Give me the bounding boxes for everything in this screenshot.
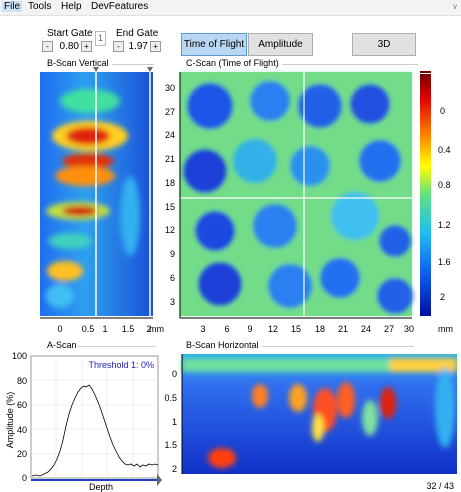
colorbar-unit: mm <box>438 324 453 334</box>
time-of-flight-button[interactable]: Time of Flight <box>181 33 247 56</box>
bscan-vertical-image <box>40 67 153 316</box>
cscan-title: C-Scan (Time of Flight) <box>186 58 279 68</box>
start-gate-value[interactable]: 0.80 <box>59 41 79 52</box>
bscan-vertical-unit: mm <box>149 324 164 334</box>
start-gate-increment-button[interactable]: + <box>81 41 92 52</box>
threshold-label: Threshold 1: 0% <box>88 360 154 370</box>
end-gate-value[interactable]: 1.97 <box>128 41 148 52</box>
end-gate-label: End Gate <box>116 28 159 39</box>
cscan-divider <box>282 64 418 65</box>
bscan-horizontal-y-tick: 1.5 <box>164 440 177 450</box>
gate-index[interactable]: 1 <box>95 31 106 46</box>
end-gate-decrement-button[interactable]: - <box>113 41 124 52</box>
bscan-horizontal-panel[interactable]: 0 0.5 1 1.5 2 32 / 43 <box>160 348 460 492</box>
cscan-y-tick: 9 <box>170 249 175 259</box>
cscan-x-tick: 30 <box>404 324 414 334</box>
ascan-panel[interactable]: Amplitude (%) 100 80 60 40 20 0 Threshol… <box>0 348 165 492</box>
bscan-vertical-x-tick: 1 <box>102 324 107 334</box>
cscan-panel[interactable]: 30 27 24 21 18 15 12 9 6 3 3 6 9 12 15 1… <box>155 66 417 338</box>
ascan-x-label: Depth <box>89 482 113 492</box>
bscan-vertical-x-tick: 0 <box>57 324 62 334</box>
cscan-y-tick: 15 <box>165 202 175 212</box>
bscan-horizontal-divider <box>262 346 414 347</box>
menu-devfeatures[interactable]: DevFeatures <box>91 1 149 12</box>
cscan-y-tick: 3 <box>170 297 175 307</box>
ascan-y-tick: 60 <box>17 400 27 410</box>
cscan-image <box>180 72 413 316</box>
cscan-x-tick: 27 <box>384 324 394 334</box>
cscan-y-tick: 30 <box>165 83 175 93</box>
bscan-horizontal-y-tick: 2 <box>172 464 177 474</box>
chevron-down-icon[interactable]: ∨ <box>452 2 458 11</box>
colorbar-tick: 1.2 <box>438 220 451 230</box>
amplitude-button[interactable]: Amplitude <box>248 33 313 56</box>
bscan-horizontal-y-tick: 1 <box>172 417 177 427</box>
ascan-title: A-Scan <box>47 340 77 350</box>
cscan-y-tick: 6 <box>170 273 175 283</box>
bscan-vertical-panel[interactable]: 0 0.5 1 1.5 2 mm <box>40 66 165 338</box>
bscan-horizontal-title: B-Scan Horizontal <box>186 340 259 350</box>
cscan-x-tick: 6 <box>224 324 229 334</box>
menu-help[interactable]: Help <box>61 1 82 12</box>
3d-button[interactable]: 3D <box>352 33 416 56</box>
menu-bar: File Tools Help DevFeatures ∨ <box>0 0 461 16</box>
bscan-horizontal-y-tick: 0 <box>172 369 177 379</box>
cscan-x-tick: 12 <box>268 324 278 334</box>
ascan-divider <box>78 346 156 347</box>
ascan-y-tick: 0 <box>22 473 27 483</box>
cscan-y-tick: 27 <box>165 107 175 117</box>
bscan-horizontal-y-tick: 0.5 <box>164 393 177 403</box>
cscan-y-tick: 24 <box>165 130 175 140</box>
cscan-x-tick: 18 <box>315 324 325 334</box>
bscan-vertical-title: B-Scan Vertical <box>47 58 109 68</box>
ascan-y-tick: 20 <box>17 449 27 459</box>
bscan-vertical-x-tick: 2 <box>146 324 151 334</box>
colorbar-gradient <box>420 74 431 316</box>
cscan-y-tick: 18 <box>165 178 175 188</box>
ascan-scroll-arrow-icon[interactable] <box>157 474 162 486</box>
bscan-vertical-x-tick: 0.5 <box>82 324 95 334</box>
ascan-y-tick: 80 <box>17 376 27 386</box>
cscan-y-tick: 21 <box>165 154 175 164</box>
end-gate-increment-button[interactable]: + <box>150 41 161 52</box>
ascan-y-tick: 100 <box>12 351 27 361</box>
cscan-x-tick: 21 <box>338 324 348 334</box>
colorbar-panel: 0 0.4 0.8 1.2 1.6 2 mm <box>420 71 453 334</box>
ascan-y-label: Amplitude (%) <box>5 392 15 449</box>
bscan-vertical-divider <box>112 64 154 65</box>
cscan-x-tick: 3 <box>200 324 205 334</box>
cscan-x-tick: 9 <box>247 324 252 334</box>
colorbar-tick: 0 <box>440 106 445 116</box>
colorbar-tick: 2 <box>440 292 445 302</box>
cscan-x-tick: 15 <box>291 324 301 334</box>
menu-file[interactable]: File <box>2 1 23 12</box>
cscan-x-tick: 24 <box>361 324 371 334</box>
ascan-waveform <box>31 384 159 477</box>
cscan-y-tick: 12 <box>165 225 175 235</box>
menu-tools[interactable]: Tools <box>28 1 52 12</box>
slice-counter: 32 / 43 <box>426 481 454 491</box>
bscan-vertical-x-tick: 1.5 <box>122 324 135 334</box>
bscan-horizontal-image <box>182 354 457 474</box>
colorbar-tick: 0.4 <box>438 145 451 155</box>
start-gate-label: Start Gate <box>47 28 93 39</box>
colorbar-tick: 1.6 <box>438 257 451 267</box>
start-gate-decrement-button[interactable]: - <box>42 41 53 52</box>
ascan-y-tick: 40 <box>17 425 27 435</box>
colorbar-tick: 0.8 <box>438 180 451 190</box>
